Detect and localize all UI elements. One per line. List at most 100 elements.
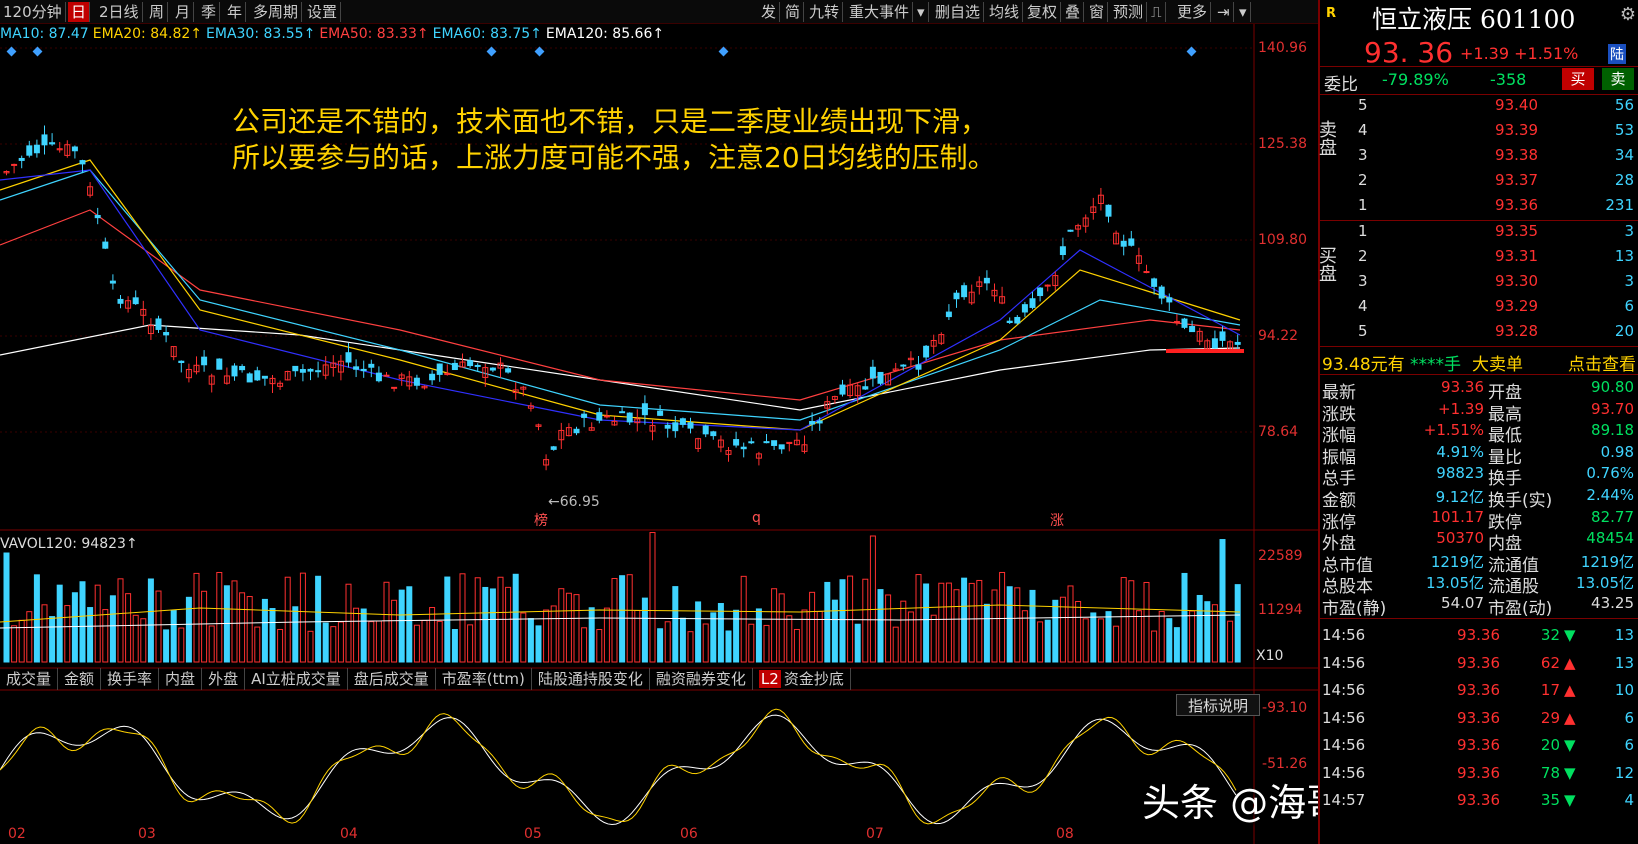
quote-value: 50370: [1436, 529, 1484, 548]
ind-tab[interactable]: 融资融券变化: [650, 668, 753, 690]
tab-year[interactable]: 年: [224, 2, 247, 22]
volume-bar: [976, 579, 983, 663]
tick-time: 14:56: [1322, 736, 1366, 754]
event-marker[interactable]: 涨: [1050, 513, 1064, 529]
volume-bar: [299, 572, 306, 663]
volume-bar: [649, 532, 656, 663]
candle-body: [824, 401, 831, 409]
tb-dropdown-icon[interactable]: ▾: [914, 2, 929, 22]
volume-bar: [277, 628, 284, 663]
ind-tab[interactable]: 陆股通持股变化: [532, 668, 650, 690]
gear-icon[interactable]: ⚙: [1619, 4, 1636, 25]
tab-multi-period[interactable]: 多周期: [250, 2, 303, 22]
candle-body: [1189, 326, 1196, 333]
candle-body: [1158, 286, 1165, 299]
weibi-value: -79.89%: [1382, 70, 1449, 89]
candle-body: [193, 364, 200, 373]
candle-body: [581, 413, 588, 418]
divider: [1320, 220, 1638, 221]
price-chart[interactable]: [0, 0, 1318, 844]
ind-tab[interactable]: 成交量: [0, 668, 59, 690]
weicha-value: -358: [1490, 70, 1527, 89]
tb-remove-watch[interactable]: 删自选: [932, 2, 985, 22]
candle-body: [543, 459, 550, 466]
tb-window[interactable]: 窗: [1086, 2, 1109, 22]
exit-icon[interactable]: ⇥: [1214, 2, 1234, 22]
candle-body: [505, 368, 512, 373]
candle-body: [391, 386, 398, 389]
ind-tab[interactable]: 外盘: [202, 668, 246, 690]
volume-bar: [170, 610, 177, 663]
chevron-down-icon[interactable]: ▾: [1236, 2, 1251, 22]
candle-body: [520, 386, 527, 390]
tb-more[interactable]: 更多: [1174, 2, 1212, 22]
buy-button[interactable]: 买: [1562, 68, 1594, 90]
ind-tab[interactable]: 内盘: [159, 668, 203, 690]
volume-bar: [18, 619, 25, 663]
volume-bar: [398, 589, 405, 663]
volume-bar: [1135, 610, 1142, 663]
volume-bar: [1052, 599, 1059, 663]
big-order-status[interactable]: 93.48元有 ****手 大卖单 点击查看: [1320, 350, 1638, 376]
tab-settings[interactable]: 设置: [304, 2, 342, 22]
sell-button[interactable]: 卖: [1602, 68, 1634, 90]
volume-bar: [102, 609, 109, 663]
tb-ma[interactable]: 均线: [986, 2, 1024, 22]
ind-tab[interactable]: 盘后成交量: [348, 668, 436, 690]
event-marker[interactable]: 榜: [534, 513, 548, 529]
ma-line: [0, 169, 1241, 431]
event-marker[interactable]: q: [752, 510, 761, 526]
volume-bar: [178, 627, 185, 663]
ind-tab[interactable]: 市盈率(ttm): [436, 668, 532, 690]
candle-body: [11, 163, 18, 166]
candle-body: [56, 148, 63, 151]
tb-nine-turn[interactable]: 九转: [806, 2, 844, 22]
candle-body: [717, 439, 724, 448]
tab-week[interactable]: 周: [146, 2, 169, 22]
lock-icon[interactable]: ⎍: [1148, 2, 1166, 22]
tab-120min[interactable]: 120分钟: [0, 2, 66, 22]
tick-time: 14:56: [1322, 708, 1366, 727]
tb-adjust[interactable]: 复权: [1024, 2, 1062, 22]
quote-value: 82.77: [1591, 507, 1634, 526]
arrow-down-icon: ▼: [1564, 736, 1576, 754]
ind-tab[interactable]: AI立桩成交量: [245, 668, 348, 690]
volume-bar: [1006, 586, 1013, 663]
quote-name: 金额: [1322, 491, 1356, 511]
tab-quarter[interactable]: 季: [198, 2, 221, 22]
indicator-tabs: 成交量 金额 换手率 内盘 外盘 AI立桩成交量 盘后成交量 市盈率(ttm) 陆股通持股变化融…: [0, 668, 1318, 690]
volume-bar: [391, 599, 398, 663]
tick-price: 93.36: [1457, 763, 1500, 782]
volume-bar: [64, 605, 71, 663]
ind-tab[interactable]: 换手率: [101, 668, 160, 690]
indicator-explain-button[interactable]: 指标说明: [1176, 694, 1260, 716]
volume-bar: [885, 594, 892, 663]
volume-bar: [132, 614, 139, 663]
candle-body: [49, 142, 56, 145]
ma-legend-item: EMA30: 83.55↑: [206, 26, 316, 42]
volume-bar: [809, 591, 816, 663]
candle-body: [1113, 232, 1120, 245]
ind-tab-l2[interactable]: L2 资金抄底: [753, 668, 851, 690]
candle-body: [1128, 238, 1135, 246]
tb-jian[interactable]: 简: [782, 2, 805, 22]
ind-tab[interactable]: 金额: [58, 668, 102, 690]
view-details-link[interactable]: 点击查看: [1568, 355, 1636, 375]
volume-bar: [923, 583, 930, 663]
tb-forecast[interactable]: 预测: [1110, 2, 1148, 22]
candle-body: [109, 280, 116, 284]
candle-body: [611, 420, 618, 426]
tab-2day[interactable]: 2日线: [96, 2, 143, 22]
volume-bar: [550, 605, 557, 663]
x-axis-label: 06: [680, 826, 698, 842]
tb-fa[interactable]: 发: [758, 2, 781, 22]
tb-major-events[interactable]: 重大事件: [846, 2, 914, 22]
quote-value: 89.18: [1591, 421, 1634, 440]
tab-month[interactable]: 月: [172, 2, 195, 22]
tb-overlay[interactable]: 叠: [1062, 2, 1085, 22]
candle-body: [1029, 298, 1036, 308]
tab-day[interactable]: 日: [68, 2, 91, 22]
candle-body: [170, 346, 177, 358]
volume-bar: [938, 582, 945, 663]
book-volume: 3: [1624, 272, 1634, 290]
